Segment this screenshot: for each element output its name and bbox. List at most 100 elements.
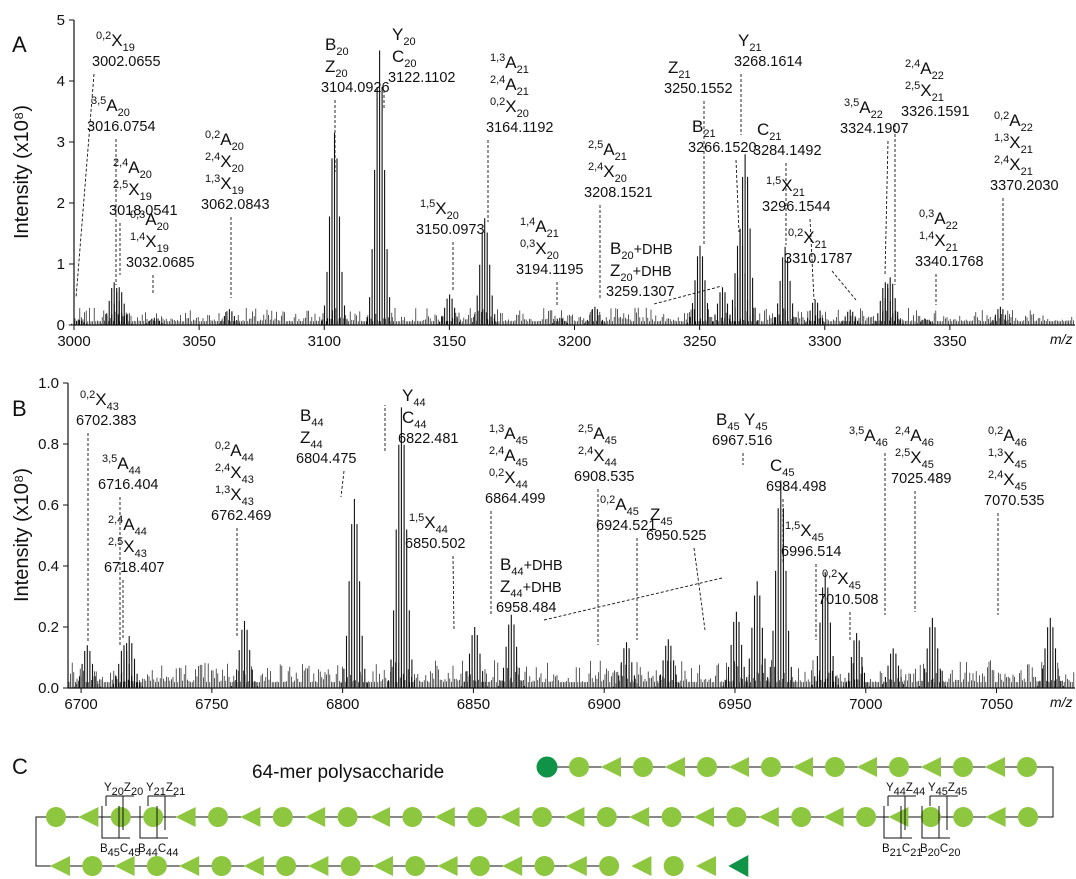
fragment-mass: 3326.1591 [901, 104, 970, 120]
fragment-label: Z20+DHB [610, 261, 672, 284]
monomer-triangle [243, 856, 264, 876]
x-tick-label: 3200 [558, 333, 591, 350]
cleavage-marker: Y45Z45 [928, 782, 967, 830]
fragment-mass: 6958.484 [496, 600, 556, 616]
spectrum-peak [497, 614, 525, 688]
monomer-circle [272, 807, 293, 827]
fragment-label: B21 [692, 117, 716, 140]
monomer-circle [920, 807, 941, 827]
x-tick-label: 6950 [718, 696, 751, 713]
spectrum-peak [918, 617, 947, 688]
spectrum-peak [877, 277, 904, 325]
fragment-label: 0,3X20 [520, 238, 559, 262]
fragment-label: 1,3X21 [994, 132, 1033, 156]
spectrum-peak [387, 407, 416, 688]
fragment-label: 0,2A22 [994, 110, 1033, 134]
fragment-label: Z21 [668, 58, 691, 81]
x-axis-title-b: m/z [1050, 694, 1073, 710]
fragment-mass: 6822.481 [398, 431, 458, 447]
leader-line [75, 73, 95, 299]
cleavage-label: Y21Z21 [146, 782, 185, 798]
monomer-circle [953, 757, 973, 777]
fragment-mass: 6967.516 [712, 433, 772, 449]
fragment-label: 1,4X19 [130, 231, 169, 255]
cleavage-marker: B45C45 [100, 806, 140, 859]
fragment-mass: 3194.1195 [516, 262, 583, 278]
fragment-label: 2,5X21 [905, 80, 944, 104]
fragment-mass: 3122.1102 [388, 70, 455, 86]
fragment-mass: 6984.498 [766, 479, 826, 495]
monomer-circle [791, 807, 812, 827]
fragment-label: 2,5A21 [588, 139, 627, 163]
monomer-circle [143, 807, 164, 827]
fragment-mass: 3340.1768 [915, 254, 984, 270]
fragment-label: 0,2A45 [600, 494, 639, 518]
fragment-label: 2,5A45 [578, 423, 617, 447]
fragment-label: 1,3A45 [489, 423, 528, 447]
monomer-triangle [631, 856, 652, 876]
fragment-label: Z20 [325, 57, 348, 80]
fragment-label: 1,5X20 [420, 198, 459, 222]
fragment-mass: 3002.0655 [92, 54, 161, 70]
x-axis-title-a: m/z [1050, 331, 1073, 347]
panel-label-b: B [12, 396, 27, 421]
monomer-triangle [437, 856, 458, 876]
spectrum-baseline-noise [68, 660, 1075, 688]
fragment-label: 0,3A20 [130, 209, 169, 233]
fragment-annotation: 3,5A46 [849, 425, 888, 615]
monomer-triangle [175, 807, 196, 827]
cleavage-marker: B21C21 [882, 806, 922, 859]
fragment-mass: 3150.0973 [416, 222, 485, 238]
x-tick-label: 3000 [57, 333, 90, 350]
spectrum-peak [732, 154, 759, 325]
spectrum-peak [743, 581, 771, 688]
cleavage-marker: Y21Z21 [146, 782, 185, 830]
panel-label-c: C [12, 754, 28, 779]
fragment-label: 2,4X20 [588, 161, 627, 185]
fragment-mass: 7025.489 [891, 471, 951, 487]
monomer-triangle [985, 807, 1006, 827]
cleavage-label: Y44Z44 [886, 782, 925, 798]
fragment-mass: 7070.535 [984, 493, 1044, 509]
fragment-label: Y20 [392, 25, 416, 48]
monomer-triangle [793, 757, 813, 777]
leader-line [809, 218, 815, 301]
fragment-mass: 3259.1307 [606, 284, 675, 300]
fragment-mass: 3250.1552 [664, 81, 733, 97]
y-tick-label: 0.6 [38, 497, 59, 514]
spectrum-peak [612, 642, 641, 688]
monomer-circle [532, 807, 552, 827]
fragment-mass: 6804.475 [296, 451, 356, 467]
fragment-label: 2,4X20 [205, 151, 244, 175]
leader-line [831, 270, 857, 301]
fragment-mass: 3324.1907 [840, 121, 909, 137]
fragment-mass: 6864.499 [485, 491, 545, 507]
x-tick-label: 6900 [588, 696, 621, 713]
leader-line [340, 470, 345, 498]
fragment-mass: 6996.514 [781, 544, 841, 560]
fragment-mass: 3018.0541 [109, 203, 178, 219]
monomer-triangle [823, 807, 844, 827]
fragment-mass: 3296.1544 [762, 199, 831, 215]
fragment-label: B20 [325, 35, 349, 58]
cleavage-label: Y45Z45 [928, 782, 967, 798]
monomer-triangle [921, 757, 941, 777]
x-tick-label: 7050 [980, 696, 1013, 713]
monomer-triangle [564, 807, 585, 827]
monomer-circle [469, 856, 490, 876]
monomer-circle [276, 856, 297, 876]
fragment-mass: 3310.1787 [784, 251, 853, 267]
monomer-circle [726, 807, 747, 827]
fragment-label: Y44 [402, 386, 426, 409]
